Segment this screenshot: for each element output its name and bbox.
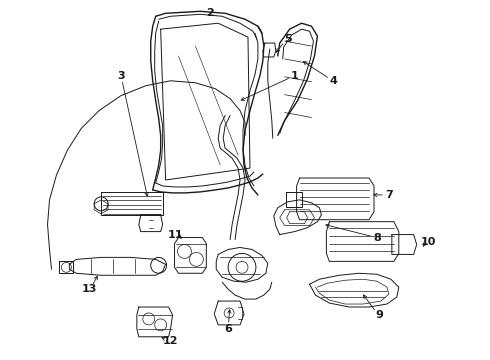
Text: 9: 9 <box>375 310 383 320</box>
Text: 6: 6 <box>224 324 232 334</box>
Text: 13: 13 <box>81 284 97 294</box>
Text: 7: 7 <box>385 190 393 200</box>
Text: 8: 8 <box>373 233 381 243</box>
Text: 4: 4 <box>329 76 337 86</box>
Text: 2: 2 <box>206 8 214 18</box>
Text: 12: 12 <box>163 336 178 346</box>
Text: 5: 5 <box>284 34 292 44</box>
Text: 11: 11 <box>168 230 183 239</box>
Text: 3: 3 <box>117 71 125 81</box>
Text: 1: 1 <box>291 71 298 81</box>
Text: 10: 10 <box>421 237 436 247</box>
